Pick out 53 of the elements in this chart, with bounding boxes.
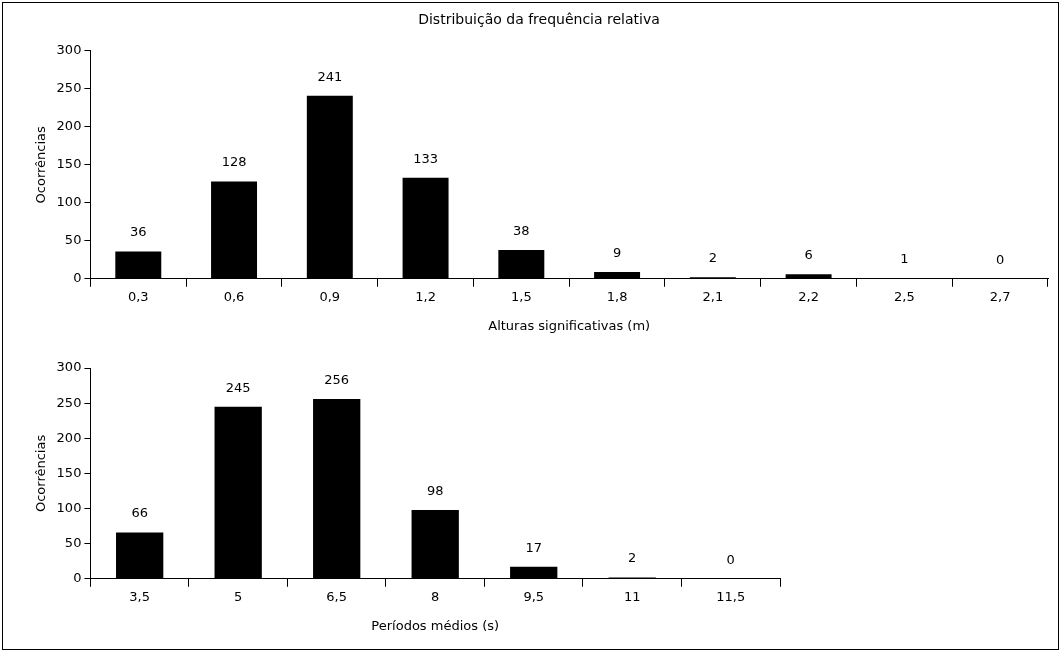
data-label: 2 xyxy=(708,250,717,266)
data-label: 66 xyxy=(131,505,148,521)
data-label: 256 xyxy=(324,371,350,387)
y-tick-label: 250 xyxy=(56,394,82,410)
x-tick-label: 1,5 xyxy=(510,288,532,304)
y-axis-title: Ocorrências xyxy=(33,125,49,204)
x-tick-label: 1,2 xyxy=(415,288,436,304)
x-tick-label: 3,5 xyxy=(129,588,151,604)
y-tick-label: 300 xyxy=(56,42,82,58)
x-tick-label: 6,5 xyxy=(326,588,348,604)
y-tick-label: 100 xyxy=(56,194,82,210)
y-tick-label: 0 xyxy=(73,270,82,286)
x-tick-label: 1,8 xyxy=(606,288,628,304)
x-tick-label: 2,1 xyxy=(702,288,724,304)
x-tick-label: 11 xyxy=(623,588,641,604)
x-tick-label: 0,6 xyxy=(223,288,245,304)
data-label: 38 xyxy=(513,222,530,238)
x-tick-label: 11,5 xyxy=(716,588,746,604)
data-label: 98 xyxy=(426,482,444,498)
y-axis-title: Ocorrências xyxy=(33,434,49,513)
y-tick-label: 50 xyxy=(64,232,82,248)
y-tick-label: 0 xyxy=(73,570,82,586)
y-tick-label: 300 xyxy=(56,359,82,375)
x-axis-title: Alturas significativas (m) xyxy=(488,317,651,333)
x-tick-label: 9,5 xyxy=(523,588,545,604)
y-tick-label: 150 xyxy=(56,464,82,480)
x-tick-label: 2,2 xyxy=(798,288,819,304)
data-label: 17 xyxy=(525,539,542,555)
y-tick-label: 250 xyxy=(56,80,82,96)
data-label: 36 xyxy=(130,224,147,240)
y-tick-label: 200 xyxy=(56,429,82,445)
data-label: 2 xyxy=(628,550,637,566)
x-tick-label: 0,9 xyxy=(319,288,341,304)
y-tick-label: 100 xyxy=(56,499,82,515)
chart-title: Distribuição da frequência relativa xyxy=(418,11,660,28)
data-label: 9 xyxy=(612,244,622,260)
data-label: 241 xyxy=(317,68,343,84)
data-label: 133 xyxy=(413,150,438,166)
x-tick-label: 8 xyxy=(431,588,440,604)
y-tick-label: 200 xyxy=(56,118,82,134)
data-label: 245 xyxy=(225,379,251,395)
data-label: 6 xyxy=(804,247,813,263)
x-tick-label: 0,3 xyxy=(127,288,149,304)
data-label: 1 xyxy=(900,250,909,266)
data-label: 0 xyxy=(726,551,735,567)
data-label: 128 xyxy=(221,154,247,170)
x-tick-label: 2,7 xyxy=(989,288,1011,304)
y-tick-label: 150 xyxy=(56,156,82,172)
x-tick-label: 2,5 xyxy=(894,288,915,304)
x-axis-title: Períodos médios (s) xyxy=(371,617,500,633)
data-label: 0 xyxy=(995,251,1005,267)
x-tick-label: 5 xyxy=(234,588,243,604)
y-tick-label: 50 xyxy=(64,535,82,551)
